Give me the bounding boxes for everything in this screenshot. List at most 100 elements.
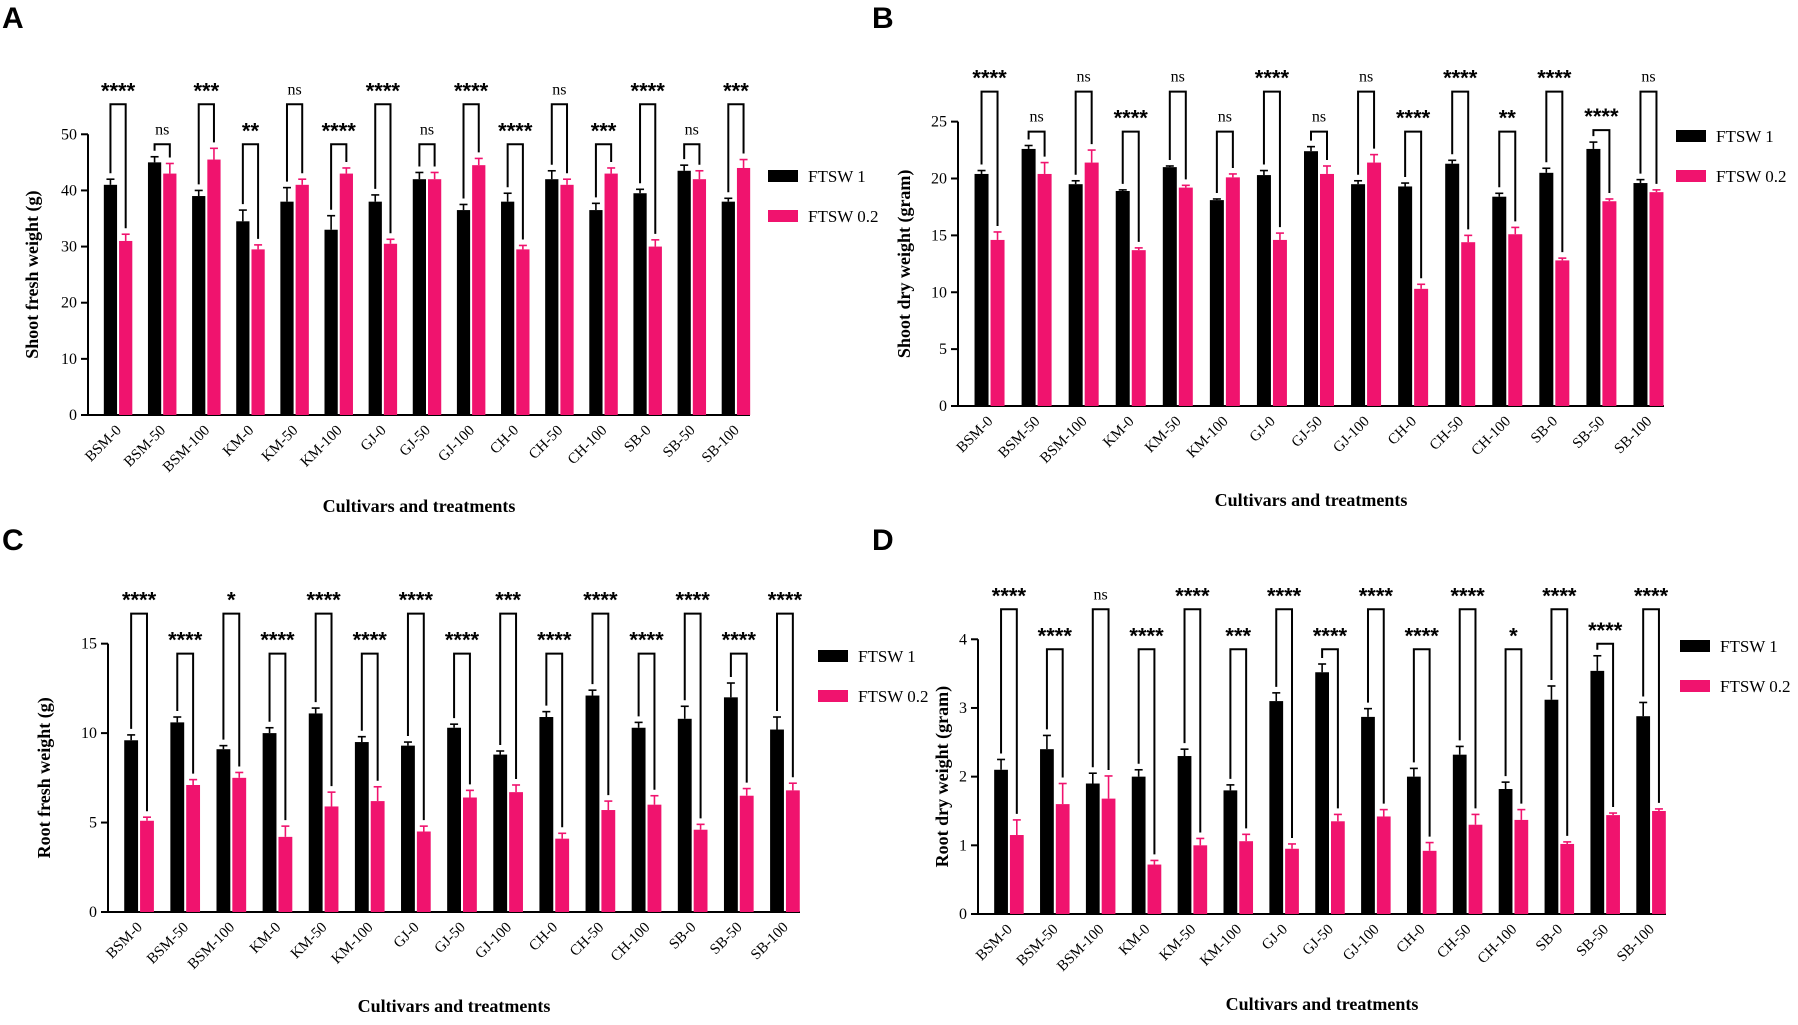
legend-label: FTSW 1: [1716, 127, 1774, 146]
bar-ftsw02: [1602, 201, 1617, 406]
legend: FTSW 1 FTSW 0.2: [1680, 637, 1791, 696]
significance-label: ****: [122, 588, 157, 613]
x-category-label: CH-50: [526, 423, 566, 463]
x-category-label: GJ-0: [1247, 414, 1279, 446]
bar-ftsw1: [1162, 167, 1177, 406]
significance-label: ns: [1094, 586, 1108, 603]
x-category-label: SB-0: [1533, 922, 1566, 955]
x-category-label: SB-0: [1528, 414, 1561, 447]
bar-ftsw02: [647, 804, 662, 912]
bar-ftsw1: [770, 729, 784, 912]
significance-label: ****: [676, 588, 711, 613]
significance-bracket: [1642, 608, 1660, 803]
bar-ftsw1: [545, 179, 559, 415]
significance-label: ****: [1114, 106, 1149, 131]
y-tick-label: 20: [61, 295, 77, 312]
significance-label: ****: [366, 78, 401, 103]
x-category-label: CH-100: [1475, 922, 1520, 967]
bar-ftsw02: [1239, 841, 1254, 914]
bar-ftsw02: [1178, 187, 1193, 406]
bar-ftsw02: [509, 792, 523, 912]
significance-bracket: [1183, 608, 1202, 833]
significance-bracket: [197, 103, 215, 185]
significance-label: ****: [1634, 583, 1669, 608]
significance-label: ****: [1542, 583, 1577, 608]
bar-ftsw02: [693, 829, 708, 912]
bar-ftsw02: [1131, 250, 1146, 406]
bar-ftsw02: [648, 246, 662, 415]
x-category-label: CH-100: [608, 920, 653, 965]
bar-ftsw02: [383, 243, 398, 415]
bar-ftsw02: [1555, 260, 1570, 406]
bar-ftsw1: [354, 742, 369, 912]
bar-ftsw1: [412, 179, 426, 415]
bar-ftsw1: [1115, 191, 1130, 406]
significance-label: ****: [1443, 66, 1478, 91]
bar-ftsw1: [1544, 699, 1559, 914]
significance-bracket: [639, 103, 657, 234]
significance-bracket: [1310, 130, 1328, 160]
significance-label: ****: [306, 588, 341, 613]
y-tick-label: 10: [61, 351, 77, 368]
significance-bracket: [980, 90, 999, 226]
significance-label: ****: [353, 628, 388, 653]
bar-ftsw1: [456, 210, 471, 415]
x-category-label: GJ-100: [472, 920, 515, 963]
significance-bracket: [545, 652, 564, 828]
significance-label: ***: [495, 588, 521, 613]
significance-bracket: [1592, 129, 1611, 193]
significance-bracket: [1137, 648, 1156, 855]
significance-bracket: [506, 143, 524, 240]
significance-bracket: [406, 612, 425, 821]
significance-label: ****: [972, 66, 1007, 91]
significance-bracket: [1412, 648, 1431, 837]
y-tick-label: 10: [81, 725, 97, 742]
bar-ftsw02: [1422, 850, 1437, 914]
significance-label: ****: [768, 588, 803, 613]
significance-label: ****: [583, 588, 618, 613]
legend-label: FTSW 0.2: [1716, 167, 1787, 186]
bar-ftsw02: [785, 790, 800, 912]
significance-bracket: [1639, 90, 1658, 184]
bar-ftsw02: [416, 831, 431, 912]
significance-bracket: [1000, 608, 1018, 814]
significance-label: ****: [1175, 583, 1210, 608]
significance-bracket: [591, 612, 610, 796]
bar-ftsw1: [1398, 186, 1413, 406]
bar-ftsw02: [472, 165, 486, 415]
y-tick-label: 25: [931, 114, 947, 131]
bar-ftsw1: [1256, 175, 1271, 406]
significance-label: ****: [537, 628, 572, 653]
significance-label: ****: [1584, 104, 1619, 129]
bar-ftsw02: [990, 239, 1005, 406]
y-tick-label: 5: [89, 815, 97, 832]
significance-bracket: [130, 612, 148, 812]
bar-ftsw02: [119, 240, 133, 415]
significance-bracket: [330, 143, 348, 210]
bar-ftsw1: [1590, 670, 1605, 914]
bar-ftsw02: [1147, 864, 1162, 914]
significance-label: **: [1499, 106, 1517, 131]
significance-bracket: [1545, 90, 1564, 253]
significance-label: ns: [1077, 69, 1091, 86]
significance-bracket: [1091, 608, 1110, 770]
bar-ftsw1: [368, 201, 382, 415]
significance-bracket: [1550, 608, 1569, 836]
y-tick-label: 2: [959, 769, 967, 786]
x-category-label: CH-50: [1427, 414, 1467, 454]
bar-ftsw1: [147, 162, 162, 415]
significance-bracket: [1121, 130, 1140, 242]
significance-label: ****: [101, 78, 136, 103]
significance-label: ns: [1312, 109, 1326, 126]
legend: FTSW 1 FTSW 0.2: [768, 167, 879, 226]
legend-label: FTSW 1: [858, 647, 916, 666]
bar-ftsw02: [1514, 819, 1529, 914]
significance-bracket: [462, 103, 480, 199]
bar-ftsw1: [1633, 183, 1648, 406]
x-category-label: KM-100: [1184, 414, 1232, 462]
x-category-label: SB-0: [666, 920, 699, 953]
significance-bracket: [241, 143, 260, 239]
legend-swatch-ftsw02: [1680, 680, 1710, 692]
x-axis-title: Cultivars and treatments: [323, 496, 516, 516]
